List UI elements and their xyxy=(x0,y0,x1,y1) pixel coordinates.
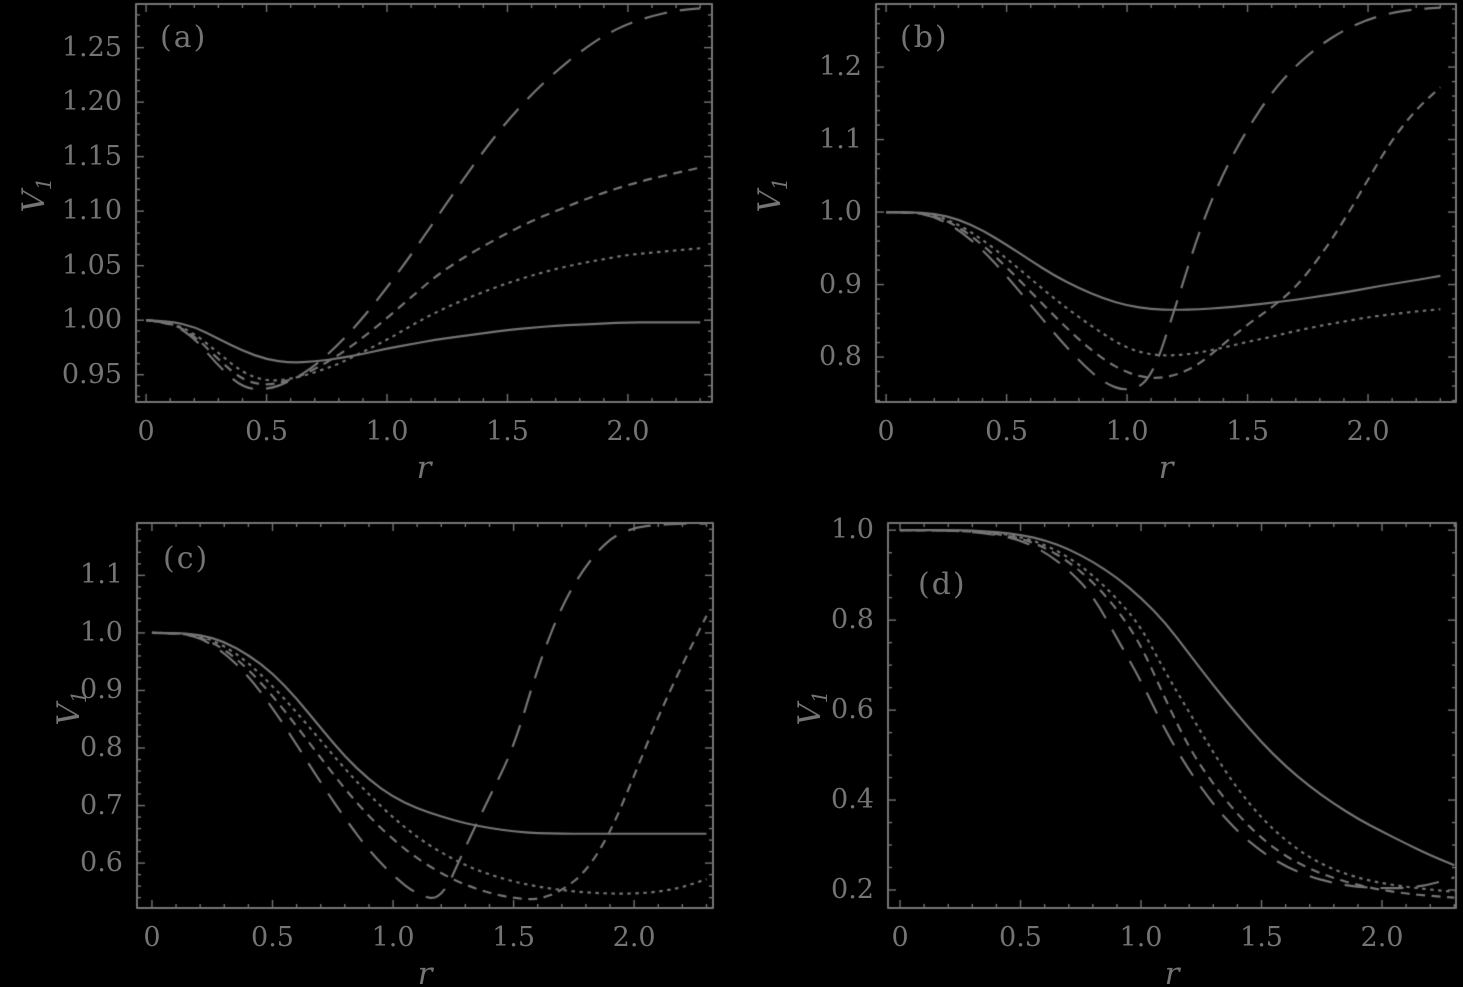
y-tick-label-b-0.8: 0.8 xyxy=(819,341,862,373)
x-tick-label-b-2.0: 2.0 xyxy=(1346,416,1390,447)
x-tick-label-c-1.0: 1.0 xyxy=(371,922,415,953)
panel-a: (a) r V1 0 0.5 1.0 1.5 2.0 0.95 1.00 1.05 1.10 1.… xyxy=(0,0,732,494)
y-tick-label-c-1.1: 1.1 xyxy=(80,559,123,591)
y-tick-label-d-0.4: 0.4 xyxy=(831,784,874,816)
x-tick-label-d-0: 0 xyxy=(891,922,909,953)
x-tick-label-c-0.5: 0.5 xyxy=(251,922,294,953)
panel-letter-b: (b) xyxy=(900,20,949,55)
x-tick-label-d-0.5: 0.5 xyxy=(999,922,1042,953)
y-tick-label-c-0.8: 0.8 xyxy=(80,732,123,763)
x-tick-label-b-1.0: 1.0 xyxy=(1105,416,1149,447)
y-tick-label-a-1.00: 1.00 xyxy=(61,304,122,336)
plot-canvas-b xyxy=(732,0,1463,494)
x-tick-label-a-0.5: 0.5 xyxy=(245,416,289,447)
x-tick-label-b-1.5: 1.5 xyxy=(1226,416,1270,447)
plot-canvas-a xyxy=(0,0,732,494)
x-tick-label-a-1.5: 1.5 xyxy=(485,416,529,447)
x-tick-label-d-1.0: 1.0 xyxy=(1119,922,1163,953)
panel-b: (b) r V1 0 0.5 1.0 1.5 2.0 0.8 0.9 1.0 1.1 1.2 xyxy=(732,0,1463,494)
y-tick-label-a-1.15: 1.15 xyxy=(61,140,122,172)
y-tick-label-b-1.2: 1.2 xyxy=(819,51,862,83)
y-tick-label-d-0.2: 0.2 xyxy=(831,874,874,905)
x-axis-label-d: r xyxy=(1164,956,1180,987)
y-tick-label-d-1.0: 1.0 xyxy=(831,514,874,546)
y-tick-label-d-0.8: 0.8 xyxy=(831,604,874,636)
y-tick-label-c-1.0: 1.0 xyxy=(80,616,123,648)
y-tick-label-a-0.95: 0.95 xyxy=(61,358,122,390)
x-tick-label-a-1.0: 1.0 xyxy=(365,416,409,447)
y-tick-label-d-0.6: 0.6 xyxy=(831,694,874,726)
panel-d: (d) r V1 0 0.5 1.0 1.5 2.0 0.2 0.4 0.6 0.8 1.0 xyxy=(732,494,1463,987)
x-tick-label-b-0: 0 xyxy=(877,416,895,447)
y-tick-label-a-1.05: 1.05 xyxy=(61,249,122,281)
y-tick-label-b-0.9: 0.9 xyxy=(819,268,862,300)
x-tick-label-d-2.0: 2.0 xyxy=(1360,922,1404,953)
x-axis-label-b: r xyxy=(1158,450,1174,486)
y-tick-label-a-1.25: 1.25 xyxy=(61,31,122,63)
x-tick-label-d-1.5: 1.5 xyxy=(1240,922,1283,953)
x-tick-label-c-2.0: 2.0 xyxy=(612,922,656,953)
y-tick-label-c-0.6: 0.6 xyxy=(80,847,123,879)
x-tick-label-a-0: 0 xyxy=(137,416,155,447)
panel-letter-d: (d) xyxy=(918,567,967,602)
plot-canvas-d xyxy=(732,494,1463,987)
y-tick-label-b-1.0: 1.0 xyxy=(819,196,862,228)
x-tick-label-c-1.5: 1.5 xyxy=(492,922,536,953)
x-axis-label-a: r xyxy=(416,450,432,486)
plot-canvas-c xyxy=(0,494,732,987)
y-tick-label-c-0.9: 0.9 xyxy=(80,674,123,706)
panel-letter-a: (a) xyxy=(160,20,208,55)
y-tick-label-b-1.1: 1.1 xyxy=(819,123,862,155)
panel-letter-c: (c) xyxy=(163,541,210,576)
y-tick-label-a-1.20: 1.20 xyxy=(61,86,122,118)
x-axis-label-c: r xyxy=(417,956,433,987)
y-tick-label-c-0.7: 0.7 xyxy=(80,789,123,821)
x-tick-label-b-0.5: 0.5 xyxy=(985,416,1029,447)
x-tick-label-a-2.0: 2.0 xyxy=(606,416,650,447)
x-tick-label-c-0: 0 xyxy=(143,922,161,953)
y-tick-label-a-1.10: 1.10 xyxy=(61,195,122,227)
panel-c: (c) r V1 0 0.5 1.0 1.5 2.0 0.6 0.7 0.8 0.9 1.0 1.1 xyxy=(0,494,732,987)
